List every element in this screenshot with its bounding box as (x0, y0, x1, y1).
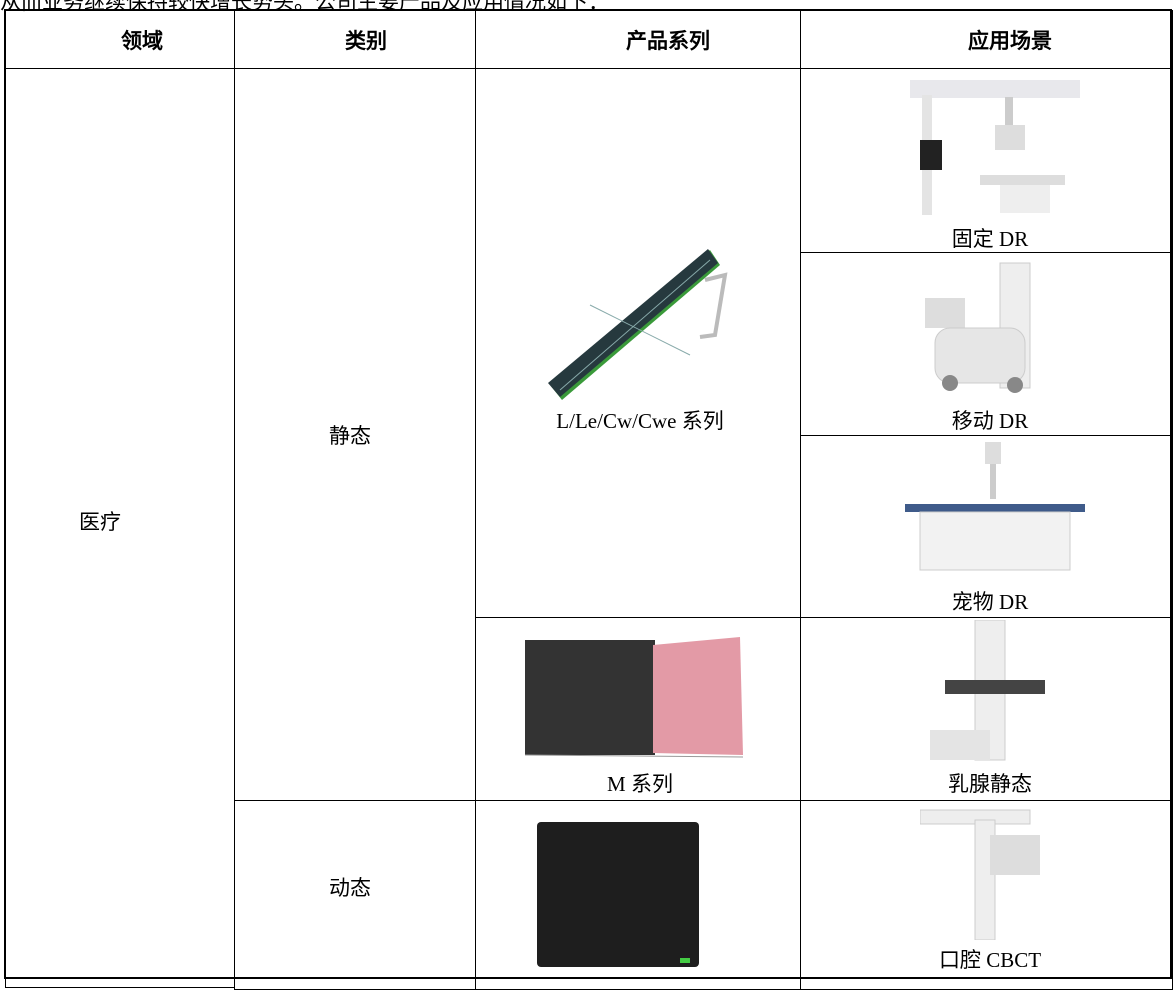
column-header: 应用场景 (968, 29, 1052, 53)
equipment-image (920, 809, 1040, 940)
column-header: 类别 (345, 29, 387, 53)
domain-label: 医疗 (79, 510, 121, 534)
column-header: 产品系列 (626, 29, 710, 53)
equipment-image (925, 262, 1031, 393)
scenario-label: 移动 DR (951, 409, 1029, 433)
scenario-label: 口腔 CBCT (938, 948, 1042, 972)
scenario-label: 宠物 DR (951, 590, 1029, 614)
product-label: M 系列 (607, 772, 673, 796)
header-cell (5, 10, 235, 69)
scenario-label: 固定 DR (951, 227, 1029, 251)
column-header: 领域 (121, 29, 163, 53)
scenario-label: 乳腺静态 (948, 772, 1032, 796)
equipment-image (930, 620, 1045, 761)
product-label: L/Le/Cw/Cwe 系列 (556, 409, 724, 433)
detector-image (548, 249, 728, 400)
category-label: 静态 (329, 424, 371, 448)
category-label: 动态 (329, 876, 371, 900)
detector-image (537, 822, 699, 967)
equipment-image (910, 80, 1080, 215)
equipment-image (905, 442, 1085, 571)
detector-image (525, 637, 744, 758)
